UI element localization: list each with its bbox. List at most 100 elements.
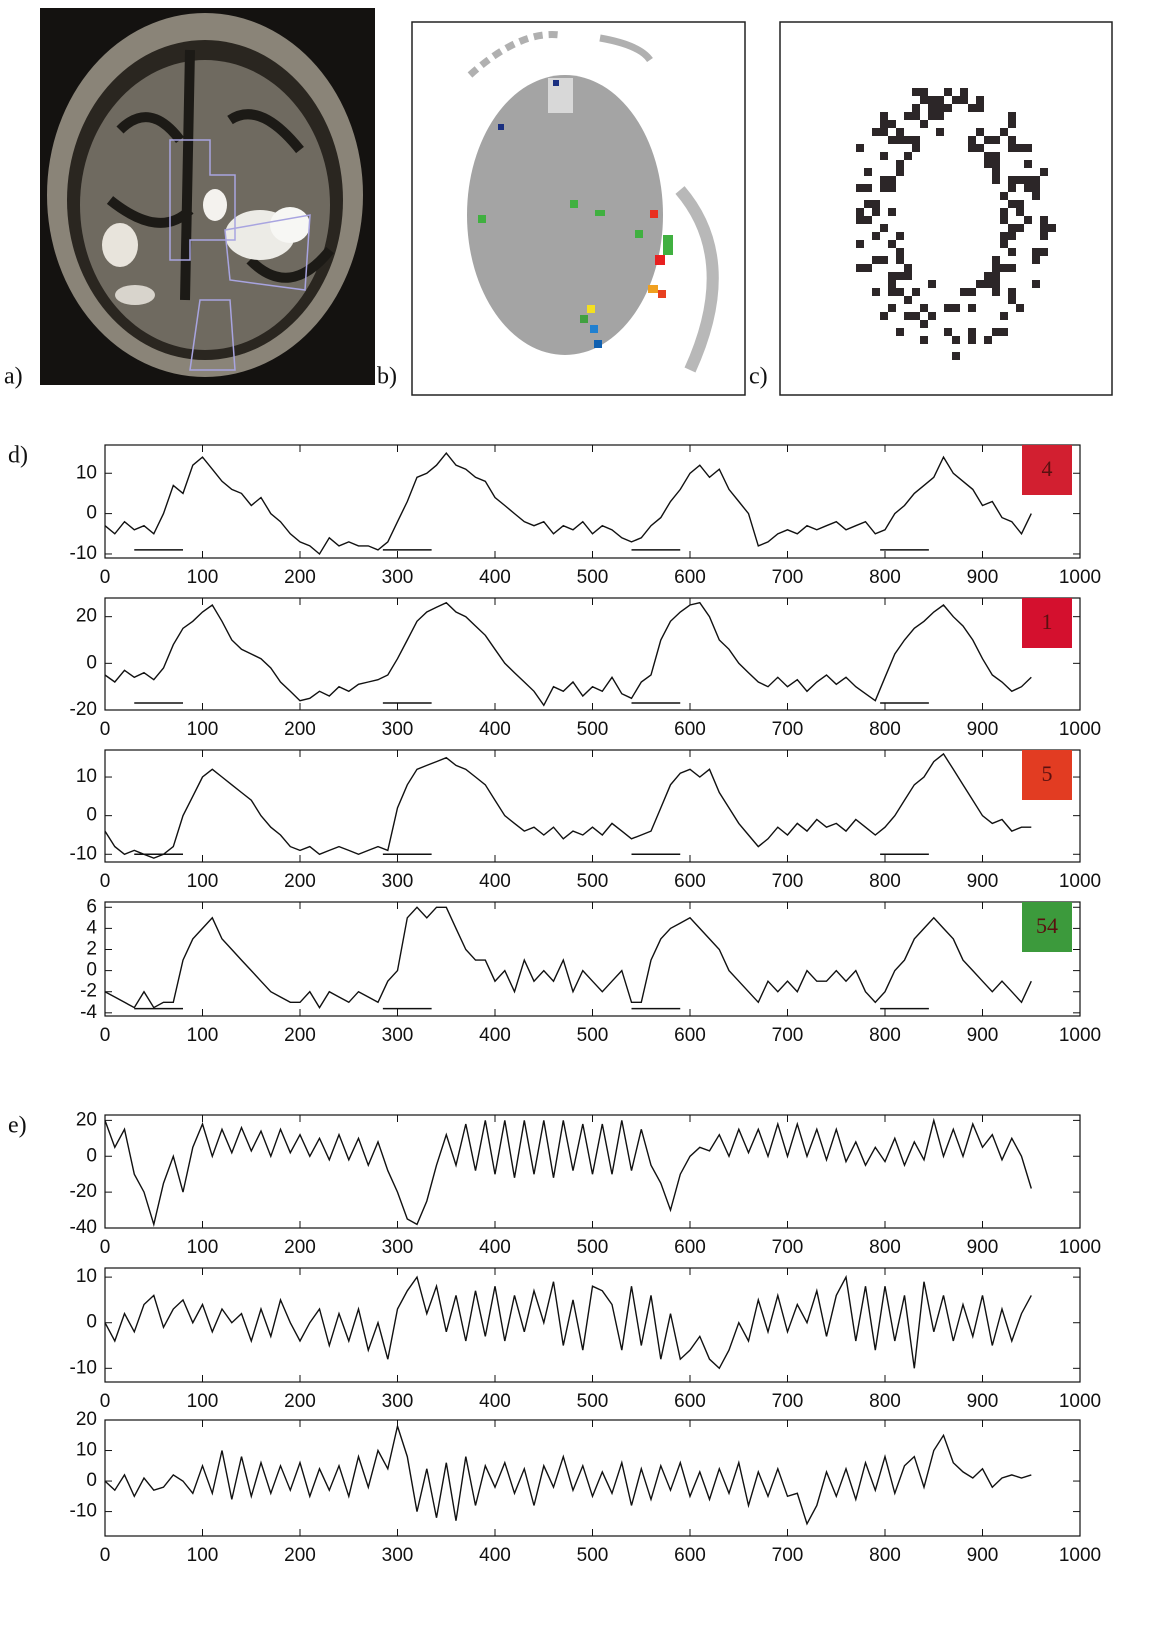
cluster-pixel [888, 176, 896, 184]
cluster-pixel [1024, 184, 1032, 192]
x-tick-label: 100 [187, 1391, 219, 1412]
cluster-pixel [992, 264, 1000, 272]
cluster-pixel [856, 184, 864, 192]
cluster-pixel [856, 144, 864, 152]
cluster-pixel [1008, 136, 1016, 144]
cluster-pixel [896, 288, 904, 296]
cluster-pixel [888, 136, 896, 144]
cluster-pixel [976, 104, 984, 112]
cluster-pixel [1016, 224, 1024, 232]
x-tick-label: 0 [100, 1391, 111, 1412]
cluster-pixel [920, 120, 928, 128]
x-tick-label: 100 [187, 1545, 219, 1566]
cluster-pixel [1008, 248, 1016, 256]
x-tick-label: 1000 [1059, 1025, 1101, 1046]
cluster-pixel [912, 104, 920, 112]
cluster-pixel [1000, 328, 1008, 336]
cluster-pixel [856, 240, 864, 248]
cluster-pixel [1016, 176, 1024, 184]
x-tick-label: 1000 [1059, 871, 1101, 892]
annotation-text: 54 [1036, 913, 1058, 938]
cluster-pixel [1024, 216, 1032, 224]
cluster-pixel [880, 128, 888, 136]
cluster-pixel [936, 104, 944, 112]
cluster-pixel [992, 160, 1000, 168]
cluster-pixel [1000, 216, 1008, 224]
cluster-pixel [992, 288, 1000, 296]
panel-label: c) [749, 364, 768, 390]
cluster-pixel [896, 160, 904, 168]
cluster-pixel [984, 136, 992, 144]
cluster-pixel [880, 176, 888, 184]
cluster-pixel [888, 184, 896, 192]
cluster-pixel [896, 232, 904, 240]
line-chart: 01002003004005006007008009001000-1001020 [70, 1409, 1102, 1566]
x-tick-label: 200 [284, 567, 316, 588]
cluster-pixel [904, 112, 912, 120]
cluster-pixel [872, 128, 880, 136]
cluster-pixel [912, 312, 920, 320]
cluster-pixel [968, 328, 976, 336]
y-tick-label: 10 [76, 766, 97, 787]
cluster-pixel [1000, 312, 1008, 320]
y-tick-label: -20 [70, 1181, 97, 1202]
cluster-pixel [872, 256, 880, 264]
cluster-pixel [992, 168, 1000, 176]
plot-frame [105, 750, 1080, 862]
annotation-text: 1 [1042, 609, 1053, 634]
x-tick-label: 800 [869, 1025, 901, 1046]
x-tick-label: 0 [100, 1545, 111, 1566]
line-chart: 01002003004005006007008009001000-200201 [70, 598, 1102, 740]
signal-line [105, 907, 1031, 1007]
cluster-pixel [888, 304, 896, 312]
cluster-pixel [1000, 128, 1008, 136]
cluster-pixel [984, 280, 992, 288]
cluster-pixel [928, 112, 936, 120]
cluster-pixel [944, 104, 952, 112]
cluster-pixel [928, 280, 936, 288]
cluster-pixel [952, 352, 960, 360]
cluster-pixel [912, 136, 920, 144]
cluster-pixel [888, 272, 896, 280]
plot-frame [105, 445, 1080, 558]
x-tick-label: 300 [382, 1545, 414, 1566]
x-tick-label: 0 [100, 1237, 111, 1258]
x-tick-label: 900 [967, 1391, 999, 1412]
cluster-pixel [968, 304, 976, 312]
cluster-pixel [872, 288, 880, 296]
cluster-pixel [856, 208, 864, 216]
cluster-pixel [944, 328, 952, 336]
cluster-pixel [1008, 264, 1016, 272]
cluster-pixel [952, 304, 960, 312]
activation-map [412, 22, 745, 395]
cluster-pixel [936, 112, 944, 120]
cluster-pixel [1040, 232, 1048, 240]
x-tick-label: 700 [772, 719, 804, 740]
cluster-pixel [1032, 176, 1040, 184]
x-tick-label: 800 [869, 719, 901, 740]
cluster-pixel [880, 256, 888, 264]
cluster-pixel [960, 288, 968, 296]
panel-label: a) [4, 364, 23, 390]
cluster-pixel [968, 288, 976, 296]
y-tick-label: -4 [80, 1002, 97, 1023]
x-tick-label: 400 [479, 1391, 511, 1412]
cluster-pixel [864, 168, 872, 176]
cluster-pixel [936, 96, 944, 104]
x-tick-label: 400 [479, 871, 511, 892]
panel-label: d) [8, 443, 28, 469]
cluster-pixel [976, 128, 984, 136]
x-tick-label: 900 [967, 1545, 999, 1566]
y-tick-label: 10 [76, 1440, 97, 1461]
x-tick-label: 100 [187, 1237, 219, 1258]
x-tick-label: 800 [869, 1545, 901, 1566]
y-tick-label: -2 [80, 981, 97, 1002]
cluster-pixel [912, 144, 920, 152]
x-tick-label: 300 [382, 1391, 414, 1412]
cluster-pixel [1024, 176, 1032, 184]
cluster-pixel [944, 304, 952, 312]
cluster-pixel [1008, 144, 1016, 152]
cluster-pixel [856, 216, 864, 224]
x-tick-label: 500 [577, 1545, 609, 1566]
cluster-pixel [912, 88, 920, 96]
